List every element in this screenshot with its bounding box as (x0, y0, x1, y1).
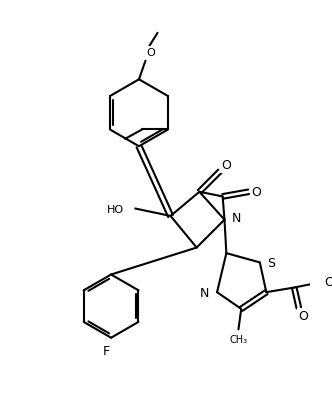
Text: O: O (298, 309, 308, 322)
Text: O: O (147, 48, 155, 58)
Text: F: F (103, 344, 110, 357)
Text: HO: HO (107, 204, 124, 214)
Text: O: O (251, 186, 261, 199)
Text: O: O (324, 276, 332, 289)
Text: S: S (267, 256, 275, 269)
Text: N: N (232, 212, 241, 225)
Text: N: N (200, 286, 209, 299)
Text: CH₃: CH₃ (229, 334, 247, 344)
Text: O: O (221, 159, 231, 172)
